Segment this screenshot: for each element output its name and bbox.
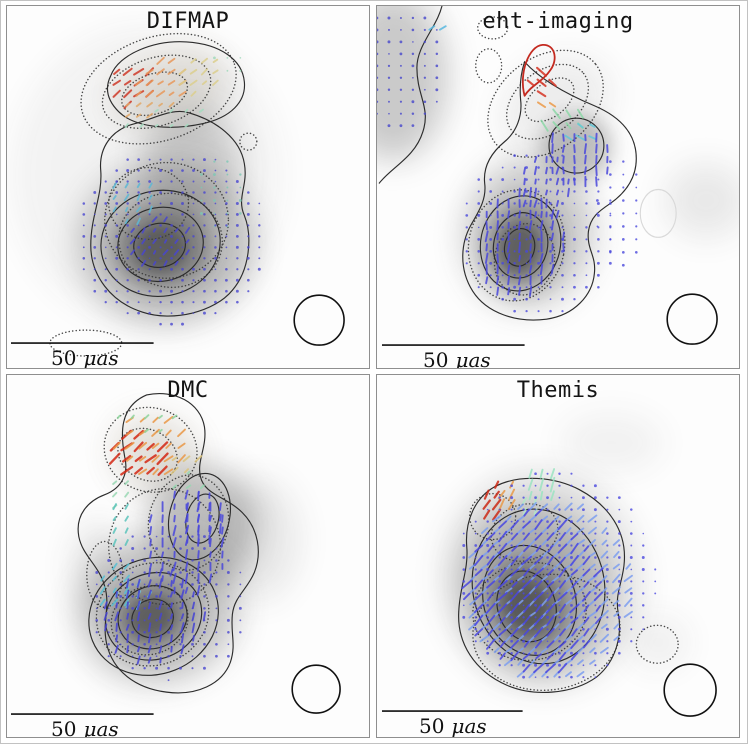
dmc-plot	[7, 375, 369, 737]
polarization-ticks	[82, 56, 261, 326]
scale-number: 50	[51, 717, 77, 738]
beam-circle	[666, 293, 718, 345]
panel-title: DMC	[167, 378, 209, 403]
scale-bar-label: 50 μas	[51, 346, 119, 369]
polarization-ticks	[377, 16, 638, 313]
eht-imaging-plot	[377, 6, 739, 368]
scale-unit: μas	[451, 714, 487, 738]
scale-unit: μas	[455, 348, 491, 369]
polarization-ticks	[95, 414, 242, 682]
scale-unit: μas	[83, 717, 119, 738]
scale-number: 50	[51, 346, 77, 369]
scale-number: 50	[423, 348, 449, 369]
highlight-curves	[521, 43, 556, 97]
beam-circle	[293, 294, 345, 346]
scale-bar-label: 50 μas	[419, 714, 487, 738]
panel-themis: Themis 50 μas	[376, 374, 740, 738]
scale-number: 50	[419, 714, 445, 738]
panel-difmap: DIFMAP 50 μas	[6, 5, 370, 369]
polarization-ticks	[461, 468, 657, 679]
scale-bar-label: 50 μas	[51, 717, 119, 738]
panel-title: Themis	[516, 378, 600, 403]
scale-bar-label: 50 μas	[423, 348, 491, 369]
beam-circle	[663, 663, 717, 717]
scale-unit: μas	[83, 346, 119, 369]
panel-title: eht-imaging	[482, 9, 634, 34]
panel-dmc: DMC 50 μas	[6, 374, 370, 738]
panel-eht-imaging: eht-imaging 50 μas	[376, 5, 740, 369]
beam-circle	[291, 664, 341, 714]
difmap-plot	[7, 6, 369, 368]
intensity-shading	[71, 416, 301, 683]
themis-plot	[377, 375, 739, 737]
panel-title: DIFMAP	[146, 9, 230, 34]
